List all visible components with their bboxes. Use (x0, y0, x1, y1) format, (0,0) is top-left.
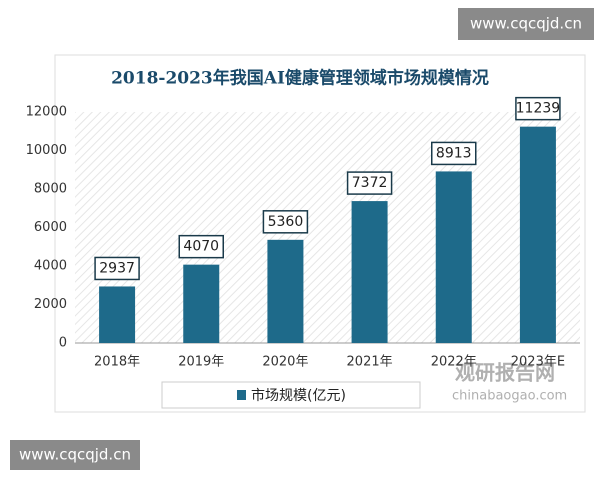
value-label-box (94, 256, 140, 281)
value-label: 7372 (352, 175, 388, 191)
bar (435, 171, 472, 343)
x-tick-label: 2021年 (347, 355, 393, 370)
value-label: 8913 (436, 145, 472, 161)
y-tick-label: 10000 (26, 143, 67, 158)
value-label-box (431, 141, 477, 166)
legend-swatch (237, 390, 246, 400)
y-tick-label: 8000 (34, 182, 67, 197)
bar (519, 126, 556, 343)
value-label-box (346, 171, 393, 195)
plot-background (75, 112, 580, 343)
value-label-box (262, 210, 309, 234)
x-tick-label: 2020年 (262, 355, 308, 370)
value-label-box (178, 234, 224, 259)
watermark-box (458, 8, 594, 40)
y-tick-label: 12000 (26, 105, 67, 120)
value-label-box (515, 96, 561, 121)
x-tick-label: 2019年 (178, 355, 224, 370)
y-tick-label: 6000 (34, 220, 67, 235)
chart-frame (54, 54, 586, 413)
watermark-box (10, 440, 140, 470)
bar (351, 201, 388, 343)
bar (183, 264, 220, 343)
bar (267, 239, 304, 343)
value-label: 5360 (268, 214, 304, 230)
chart-title: 2018-2023年我国AI健康管理领域市场规模情况 (111, 68, 489, 89)
value-label: 2937 (99, 260, 135, 276)
legend-box (161, 381, 421, 409)
x-tick-label: 2018年 (94, 355, 140, 370)
watermark: www.cqcqjd.cn (19, 446, 131, 464)
y-tick-label: 0 (59, 336, 67, 351)
y-tick-label: 4000 (34, 259, 67, 274)
logo-name: 观研报告网 (455, 361, 555, 385)
legend-label: 市场规模(亿元) (251, 387, 346, 404)
x-tick-label: 2022年 (431, 355, 477, 370)
value-label: 4070 (183, 239, 219, 255)
logo-site: chinabaogao.com (452, 389, 567, 404)
value-label: 11239 (516, 101, 561, 117)
bar (99, 286, 136, 343)
watermark: www.cqcqjd.cn (470, 15, 582, 33)
y-tick-label: 2000 (34, 297, 67, 312)
x-tick-label: 2023年E (511, 355, 565, 370)
